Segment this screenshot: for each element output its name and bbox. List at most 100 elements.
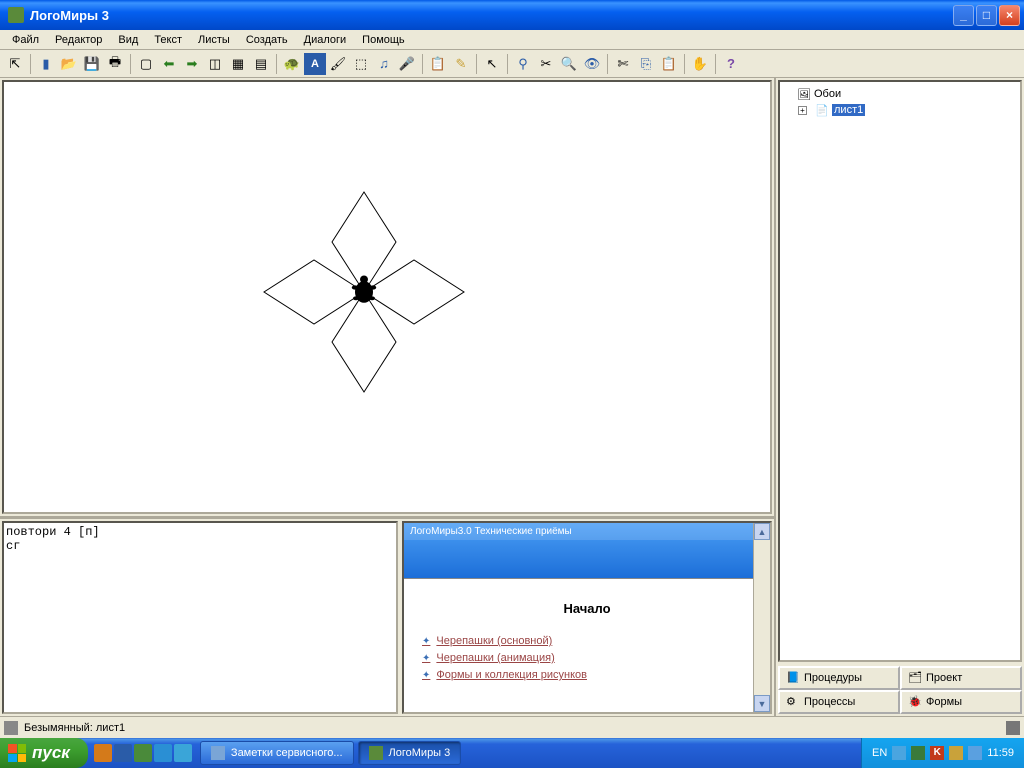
toolbar-save-icon[interactable]: 💾 bbox=[81, 53, 103, 75]
toolbar-slider-icon[interactable]: 📋 bbox=[427, 53, 449, 75]
quick-launch bbox=[94, 744, 192, 762]
toolbar-open-icon[interactable]: 📂 bbox=[58, 53, 80, 75]
ie-icon bbox=[211, 746, 225, 760]
project-tree[interactable]: 🖼 Обои + 📄 лист1 bbox=[778, 80, 1022, 662]
toolbar-pointer-icon[interactable]: ↖ bbox=[481, 53, 503, 75]
ladybug-icon: 🐞 bbox=[908, 695, 922, 709]
tree-root[interactable]: 🖼 Обои bbox=[784, 86, 1016, 102]
tray-update-icon[interactable] bbox=[911, 746, 925, 760]
gears-icon: ⚙ bbox=[786, 695, 800, 709]
command-area[interactable]: повтори 4 [п] сг bbox=[2, 521, 398, 714]
toolbar-next-icon[interactable]: ➡ bbox=[181, 53, 203, 75]
expand-icon[interactable]: + bbox=[798, 106, 807, 115]
main-area: повтори 4 [п] сг ЛогоМиры3.0 Технические… bbox=[0, 78, 1024, 716]
menu-create[interactable]: Создать bbox=[238, 32, 296, 48]
start-button[interactable]: пуск bbox=[0, 738, 88, 768]
language-indicator[interactable]: EN bbox=[872, 747, 887, 759]
toolbar-mic-icon[interactable]: 🎤 bbox=[396, 53, 418, 75]
taskbar-item-logomiry[interactable]: ЛогоМиры 3 bbox=[358, 741, 462, 765]
close-button[interactable]: × bbox=[999, 5, 1020, 26]
toolbar-paste-icon[interactable]: 📋 bbox=[658, 53, 680, 75]
ql-word-icon[interactable] bbox=[114, 744, 132, 762]
tree-sheet1[interactable]: + 📄 лист1 bbox=[784, 102, 1016, 118]
menu-file[interactable]: Файл bbox=[4, 32, 47, 48]
toolbar-print-icon[interactable]: 🖶 bbox=[104, 53, 126, 75]
help-banner-text: ЛогоМиры3.0 Технические приёмы bbox=[404, 523, 770, 540]
tray-msg-icon[interactable] bbox=[968, 746, 982, 760]
help-banner: ЛогоМиры3.0 Технические приёмы bbox=[404, 523, 770, 579]
status-grip-icon bbox=[1006, 721, 1020, 735]
toolbar-help-icon[interactable]: ? bbox=[720, 53, 742, 75]
toolbar-paint-icon[interactable]: 🖌 bbox=[327, 53, 349, 75]
project-button[interactable]: 🗂Проект bbox=[900, 666, 1022, 690]
toolbar-button-icon[interactable]: ⬚ bbox=[350, 53, 372, 75]
menu-sheets[interactable]: Листы bbox=[190, 32, 238, 48]
tray-vol-icon[interactable] bbox=[949, 746, 963, 760]
toolbar-grid-icon[interactable]: ▦ bbox=[227, 53, 249, 75]
left-column: повтори 4 [п] сг ЛогоМиры3.0 Технические… bbox=[0, 78, 776, 716]
window-title: ЛогоМиры 3 bbox=[28, 8, 953, 23]
book-icon: 📘 bbox=[786, 671, 800, 685]
toolbar-zoom-icon[interactable]: 🔍 bbox=[558, 53, 580, 75]
windows-logo-icon bbox=[8, 744, 26, 762]
scroll-up-icon[interactable]: ▲ bbox=[754, 523, 770, 540]
page-icon: 📄 bbox=[815, 103, 829, 117]
wallpaper-icon: 🖼 bbox=[797, 87, 811, 101]
help-link-forms[interactable]: ✦Формы и коллекция рисунков bbox=[422, 669, 752, 681]
ql-ie-icon[interactable] bbox=[154, 744, 172, 762]
system-tray: EN K 11:59 bbox=[861, 738, 1024, 768]
toolbar-music-icon[interactable]: ♫ bbox=[373, 53, 395, 75]
toolbar-edit-icon[interactable]: ✎ bbox=[450, 53, 472, 75]
tray-kaspersky-icon[interactable]: K bbox=[930, 746, 944, 760]
toolbar-text-icon[interactable]: A bbox=[304, 53, 326, 75]
help-link-turtles-main[interactable]: ✦Черепашки (основной) bbox=[422, 635, 752, 647]
toolbar-stamp-icon[interactable]: ⚲ bbox=[512, 53, 534, 75]
forms-button[interactable]: 🐞Формы bbox=[900, 690, 1022, 714]
star-icon: ✦ bbox=[422, 636, 430, 647]
toolbar-eye-icon[interactable]: 👁 bbox=[581, 53, 603, 75]
star-icon: ✦ bbox=[422, 670, 430, 681]
menu-text[interactable]: Текст bbox=[146, 32, 190, 48]
panel-buttons: 📘Процедуры 🗂Проект ⚙Процессы 🐞Формы bbox=[776, 664, 1024, 716]
statusbar: Безымянный: лист1 bbox=[0, 716, 1024, 738]
toolbar-present-icon[interactable]: ⇱ bbox=[4, 53, 26, 75]
right-column: 🖼 Обои + 📄 лист1 📘Процедуры 🗂Проект ⚙Про… bbox=[776, 78, 1024, 716]
menubar: Файл Редактор Вид Текст Листы Создать Ди… bbox=[0, 30, 1024, 50]
status-text: Безымянный: лист1 bbox=[24, 722, 125, 734]
procedures-button[interactable]: 📘Процедуры bbox=[778, 666, 900, 690]
taskbar: пуск Заметки сервисного... ЛогоМиры 3 EN… bbox=[0, 738, 1024, 768]
processes-button[interactable]: ⚙Процессы bbox=[778, 690, 900, 714]
scroll-down-icon[interactable]: ▼ bbox=[754, 695, 770, 712]
app-icon bbox=[8, 7, 24, 23]
toolbar-dual-icon[interactable]: ◫ bbox=[204, 53, 226, 75]
help-link-turtles-anim[interactable]: ✦Черепашки (анимация) bbox=[422, 652, 752, 664]
canvas[interactable] bbox=[2, 80, 772, 514]
status-doc-icon bbox=[4, 721, 18, 735]
clock[interactable]: 11:59 bbox=[987, 747, 1014, 759]
ql-app-icon[interactable] bbox=[134, 744, 152, 762]
toolbar: ⇱ ▮ 📂 💾 🖶 ▢ ⬅ ➡ ◫ ▦ ▤ 🐢 A 🖌 ⬚ ♫ 🎤 📋 ✎ ↖ … bbox=[0, 50, 1024, 78]
toolbar-page-icon[interactable]: ▢ bbox=[135, 53, 157, 75]
minimize-button[interactable]: _ bbox=[953, 5, 974, 26]
toolbar-turtle-icon[interactable]: 🐢 bbox=[281, 53, 303, 75]
menu-help[interactable]: Помощь bbox=[354, 32, 413, 48]
turtle-drawing bbox=[4, 82, 764, 512]
toolbar-new-icon[interactable]: ▮ bbox=[35, 53, 57, 75]
help-scrollbar[interactable]: ▲ ▼ bbox=[753, 523, 770, 712]
toolbar-prev-icon[interactable]: ⬅ bbox=[158, 53, 180, 75]
ql-desktop-icon[interactable] bbox=[174, 744, 192, 762]
app-icon bbox=[369, 746, 383, 760]
ql-rss-icon[interactable] bbox=[94, 744, 112, 762]
menu-view[interactable]: Вид bbox=[110, 32, 146, 48]
menu-editor[interactable]: Редактор bbox=[47, 32, 110, 48]
star-icon: ✦ bbox=[422, 653, 430, 664]
taskbar-item-notes[interactable]: Заметки сервисного... bbox=[200, 741, 354, 765]
toolbar-stop-icon[interactable]: ✋ bbox=[689, 53, 711, 75]
maximize-button[interactable]: □ bbox=[976, 5, 997, 26]
menu-dialogs[interactable]: Диалоги bbox=[296, 32, 355, 48]
toolbar-cut-icon[interactable]: ✄ bbox=[612, 53, 634, 75]
tray-net-icon[interactable] bbox=[892, 746, 906, 760]
toolbar-copy-icon[interactable]: ⎘ bbox=[635, 53, 657, 75]
toolbar-scissors-icon[interactable]: ✂ bbox=[535, 53, 557, 75]
toolbar-layers-icon[interactable]: ▤ bbox=[250, 53, 272, 75]
